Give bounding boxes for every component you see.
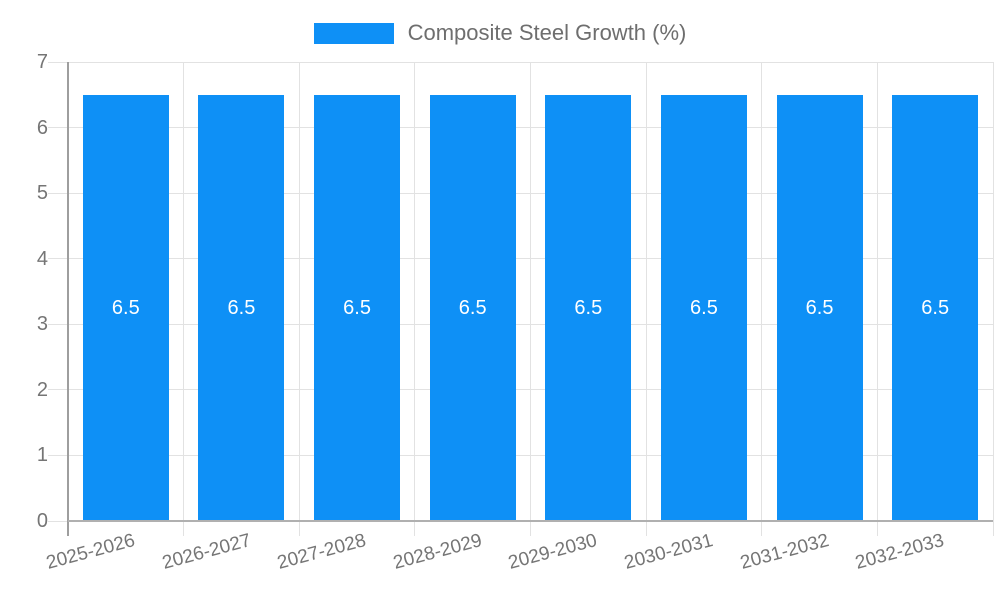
y-axis-label: 0 (36, 510, 48, 532)
bar-value-label: 6.5 (111, 296, 140, 319)
bar-value-label: 6.5 (690, 296, 718, 319)
x-gridline (645, 62, 647, 536)
y-axis-label: 2 (36, 378, 48, 401)
y-axis-label: 7 (36, 51, 48, 73)
y-tick (48, 454, 68, 456)
x-axis-label: 2026-2027 (159, 530, 253, 574)
x-axis-label: 2028-2029 (390, 530, 485, 574)
bar-2026-2027[interactable] (198, 94, 285, 521)
legend-label: Composite Steel Growth (%) (407, 20, 687, 45)
y-tick (48, 192, 68, 194)
x-gridline (530, 62, 531, 536)
bar-value-label: 6.5 (805, 296, 834, 319)
y-axis-label: 1 (36, 444, 48, 467)
legend-swatch (313, 22, 394, 44)
bar-value-label: 6.5 (574, 296, 603, 319)
x-gridline (414, 62, 416, 536)
legend-item[interactable]: Composite Steel Growth (%) (0, 21, 1000, 45)
bar-2029-2030[interactable] (545, 94, 632, 521)
y-tick (48, 389, 68, 391)
y-axis-label: 5 (36, 182, 48, 205)
x-axis-label: 2032-2033 (853, 530, 947, 574)
x-axis-label: 2030-2031 (622, 530, 716, 574)
bar-2028-2029[interactable] (429, 94, 516, 521)
y-axis-line (67, 62, 69, 536)
x-axis-label: 2027-2028 (275, 530, 369, 574)
y-tick (48, 258, 68, 260)
bar-2027-2028[interactable] (314, 94, 401, 521)
x-gridline (298, 62, 300, 536)
y-axis-label: 3 (36, 313, 48, 336)
bar-value-label: 6.5 (227, 296, 256, 319)
bar-2030-2031[interactable] (660, 94, 747, 521)
x-gridline (761, 62, 763, 536)
y-tick (48, 127, 68, 129)
x-axis-label: 2031-2032 (737, 530, 831, 574)
bar-2025-2026[interactable] (82, 94, 169, 521)
x-axis-label: 2025-2026 (44, 530, 138, 574)
bar-2032-2033[interactable] (892, 94, 979, 521)
x-gridline (183, 62, 185, 536)
bar-value-label: 6.5 (458, 296, 487, 319)
x-axis-line (68, 520, 993, 522)
x-gridline (992, 62, 994, 536)
x-gridline (876, 62, 878, 536)
bar-value-label: 6.5 (343, 296, 371, 319)
y-tick (48, 61, 68, 63)
y-axis-label: 6 (36, 116, 48, 139)
x-axis-label: 2029-2030 (506, 530, 600, 574)
bar-value-label: 6.5 (921, 296, 950, 319)
y-axis-label: 4 (36, 247, 48, 270)
bar-2031-2032[interactable] (776, 94, 863, 521)
y-tick (48, 323, 68, 325)
y-tick (48, 520, 68, 522)
